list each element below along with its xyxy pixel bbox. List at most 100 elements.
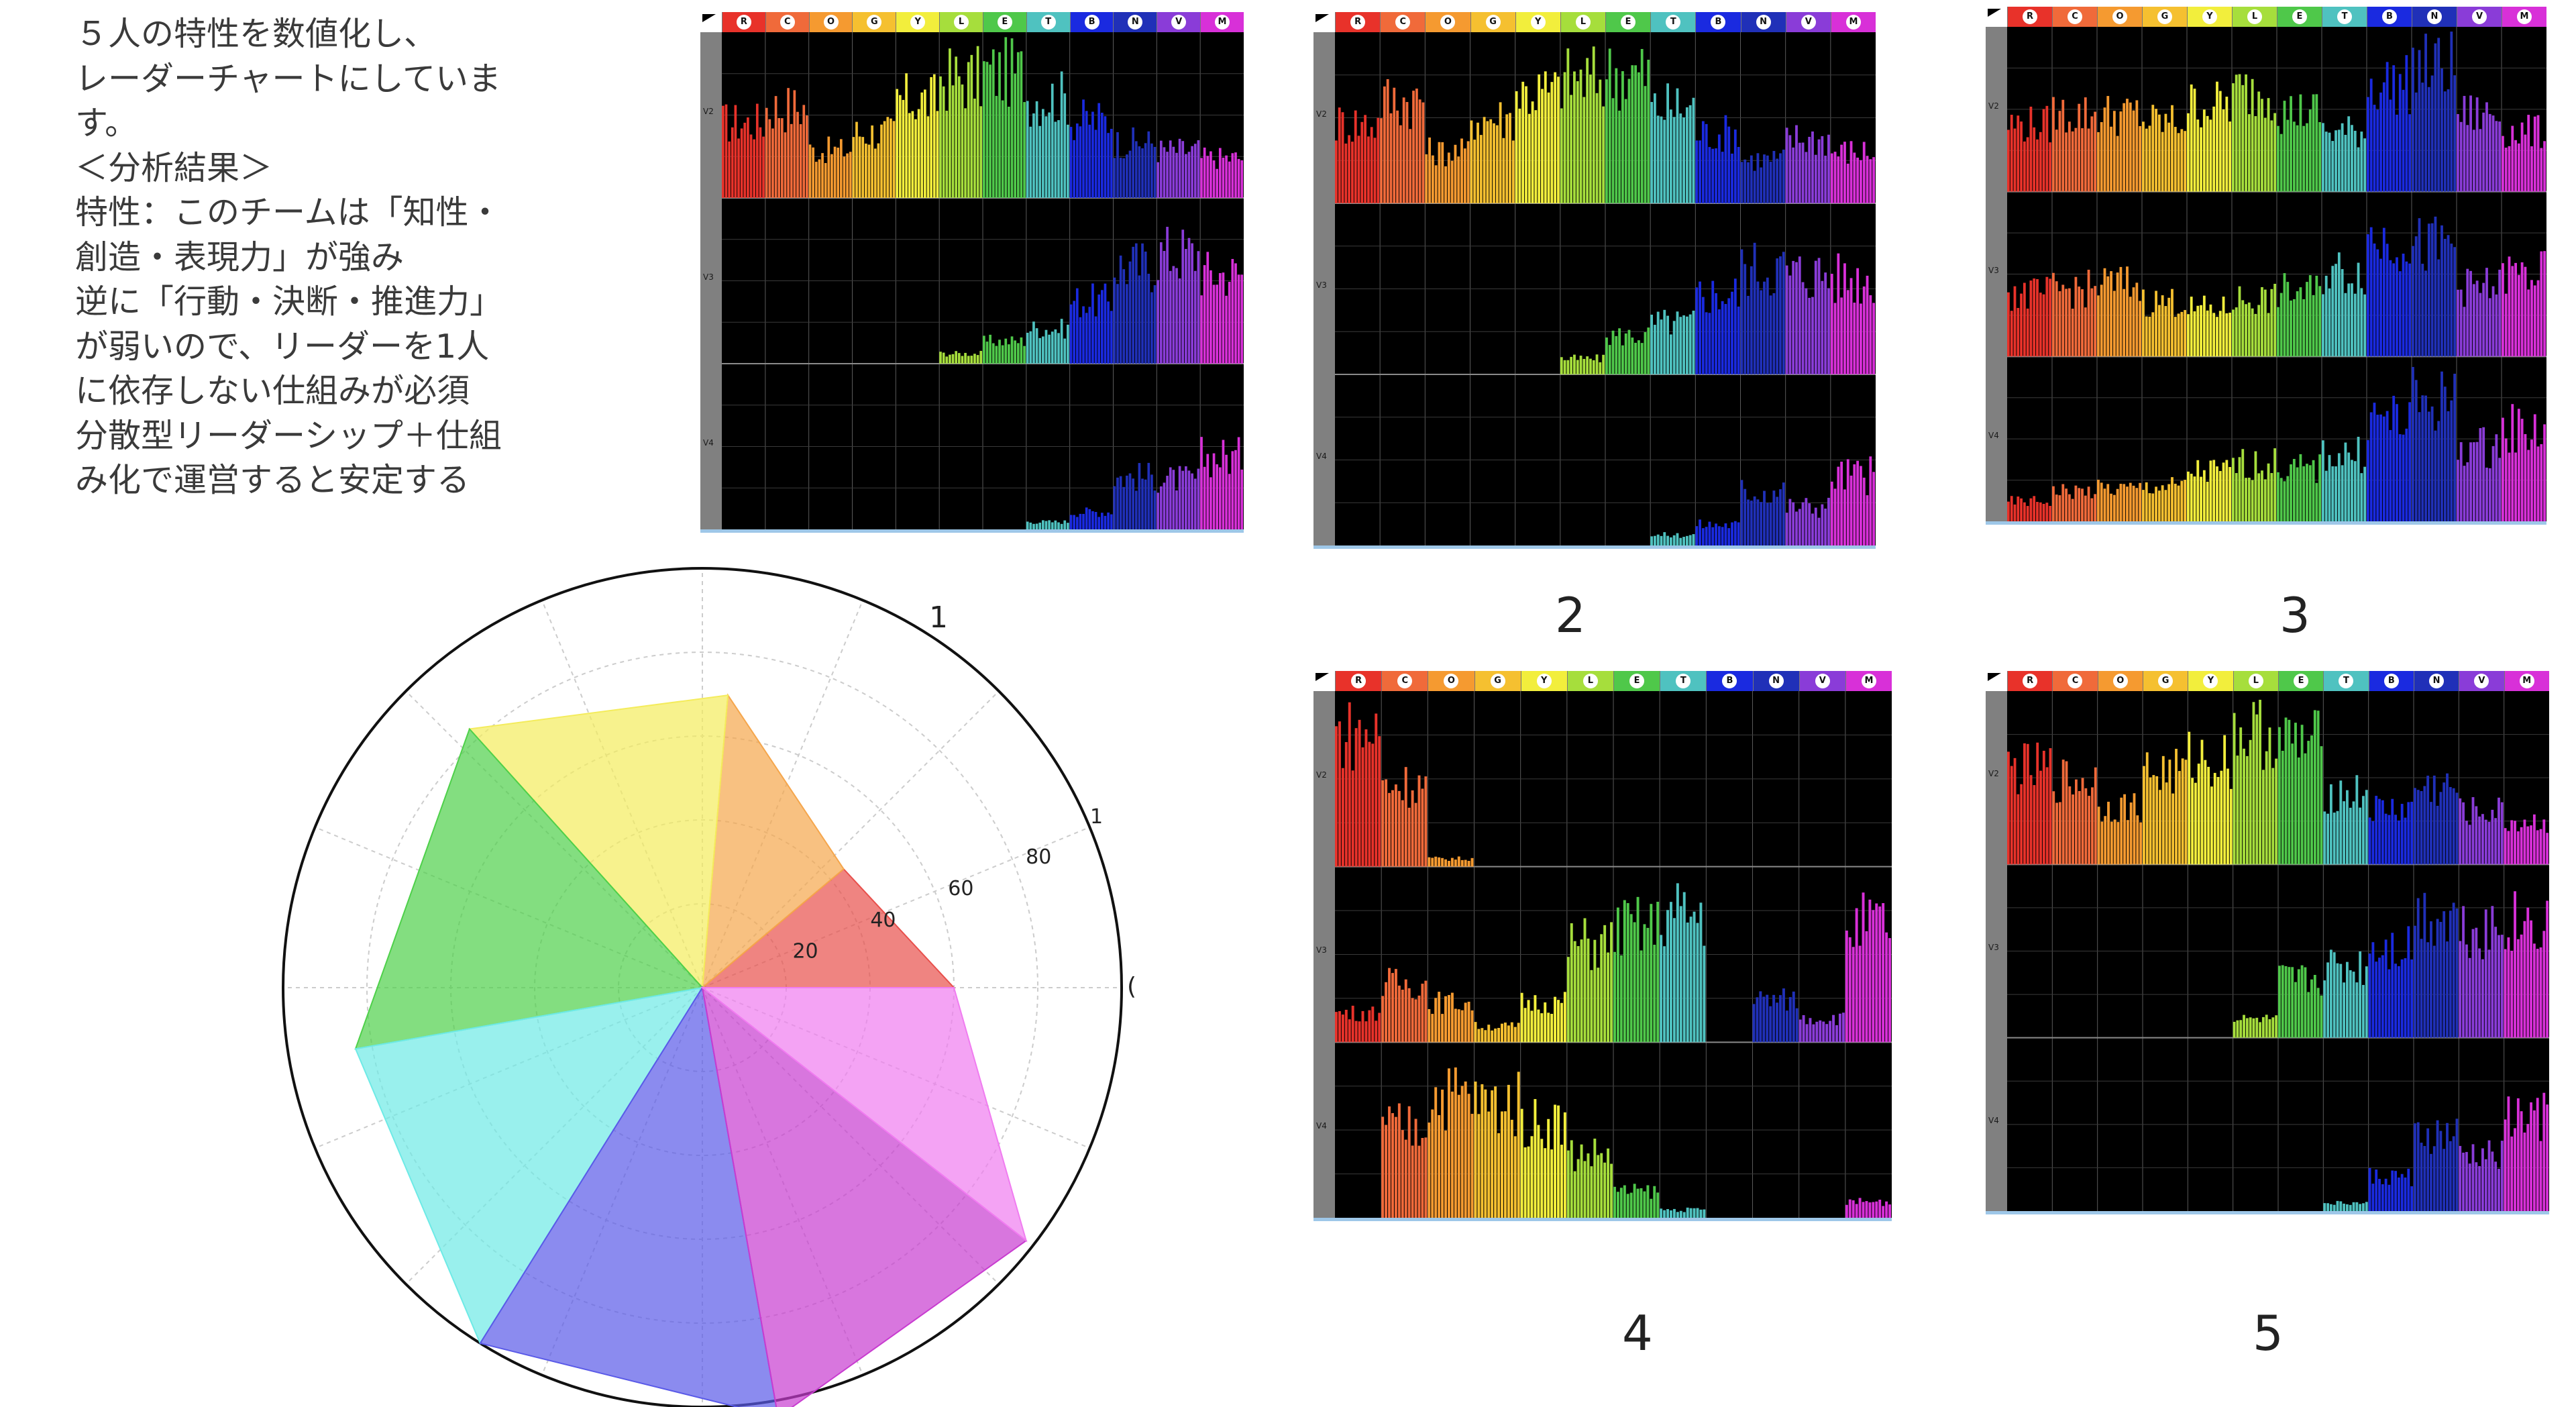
histogram-bar [1085,313,1088,364]
histogram-bar [1481,1028,1484,1043]
histogram-bar [1525,86,1527,203]
histogram-bar [2475,806,2478,865]
histogram-bar [1772,293,1776,374]
histogram-bar [2007,751,2010,865]
histogram-bar [2392,263,2396,357]
histogram-bar [1695,140,1699,203]
histogram-bar [1348,1019,1351,1043]
histogram-bar [2304,967,2307,1038]
histogram-bar [1457,1009,1460,1043]
histogram-bar [2396,114,2398,192]
histogram-bar [2318,286,2322,357]
histogram-bar [2542,1092,2546,1211]
histogram-bar [2068,121,2071,192]
histogram-bar [2123,484,2126,521]
histogram-bar [867,144,871,198]
histogram-bar [2023,502,2026,521]
histogram-bar [1843,489,1846,545]
histogram-bar [2334,466,2337,521]
histogram-bar [2349,970,2352,1038]
histogram-bar [1368,1010,1371,1043]
histogram-bar [2123,289,2126,357]
histogram-bar [1240,274,1244,364]
histogram-bar [1460,138,1463,203]
histogram-bar [1600,934,1603,1043]
histogram-bar [1788,997,1792,1043]
histogram-bar [2379,258,2382,357]
histogram-bar [1656,901,1660,1043]
histogram-bar [2148,492,2151,521]
histogram-bar [2426,1128,2430,1211]
histogram-bar [1438,992,1441,1043]
histogram-bar [1743,264,1747,374]
histogram-bar [1750,266,1753,374]
histogram-bar [1354,110,1357,203]
histogram-bar [2357,436,2360,521]
corner-marker [1986,7,2007,27]
radar-outer-ring [282,567,1123,1407]
histogram-bar [2355,982,2359,1038]
histogram-panel-3: R C O G Y L E T B N V M V2 V3 V4 [1986,7,2546,525]
histogram-bar [1756,997,1759,1043]
histogram-bar [2313,975,2316,1038]
histogram-bar [2290,464,2292,521]
histogram-bar [1618,328,1621,374]
histogram-bar [1663,119,1666,203]
histogram-bar [1579,69,1582,203]
channel-cell: G [2142,7,2187,27]
histogram-bar [1868,1202,1872,1218]
desc-line: 逆に「行動・決断・推進力」 [75,282,503,321]
histogram-bar [1358,719,1361,867]
histogram-bar [1351,770,1354,867]
histogram-bar [2151,105,2155,192]
channel-cell: Y [896,12,940,32]
histogram-bar [2507,937,2510,1038]
histogram-bar [2268,727,2271,865]
histogram-bar [2471,1144,2475,1211]
histogram-bar [970,54,973,198]
histogram-bar [1200,158,1203,198]
histogram-bar [2334,130,2337,192]
histogram-bar [1788,135,1792,203]
histogram-bar [2229,467,2232,521]
histogram-bar [991,343,995,364]
histogram-bar [2315,275,2318,357]
histogram-bar [2459,798,2462,865]
histogram-bar [1631,337,1634,374]
histogram-bar [2389,429,2392,521]
histogram-bar [2510,820,2514,865]
histogram-bar [1747,295,1750,374]
histogram-bar [1540,1013,1544,1043]
histogram-bar [2017,115,2020,192]
histogram-bar [2495,434,2498,521]
histogram-bar [1175,152,1178,198]
histogram-bar [1411,998,1414,1043]
histogram-bar [1150,292,1153,364]
histogram-bar [1494,1086,1497,1218]
histogram-bar [2196,460,2200,521]
histogram-bar [1756,153,1760,203]
histogram-bar [2384,813,2387,865]
histogram-bar [2443,782,2446,865]
histogram-bar [2288,967,2291,1038]
histogram-bar [1397,1103,1401,1218]
histogram-bar [1348,702,1351,867]
histogram-bar [2029,280,2033,357]
histogram-bar [1520,1108,1523,1218]
histogram-bar [961,84,964,198]
histogram-bar [1646,927,1650,1043]
histogram-bar [1626,902,1629,1043]
channel-label: R [2023,9,2037,24]
histogram-bar [1717,134,1721,203]
histogram-bar [1010,336,1014,364]
channel-label: M [2519,674,2534,688]
histogram-bar [905,73,908,198]
histogram-row-V2 [1335,46,1876,204]
histogram-bar [2023,141,2026,192]
histogram-bar [2410,1186,2414,1211]
histogram-bar [1038,522,1042,529]
histogram-bar [1178,466,1181,529]
channel-cell: M [1200,12,1244,32]
histogram-bar [2382,416,2385,521]
channel-cell: N [1752,671,1799,691]
